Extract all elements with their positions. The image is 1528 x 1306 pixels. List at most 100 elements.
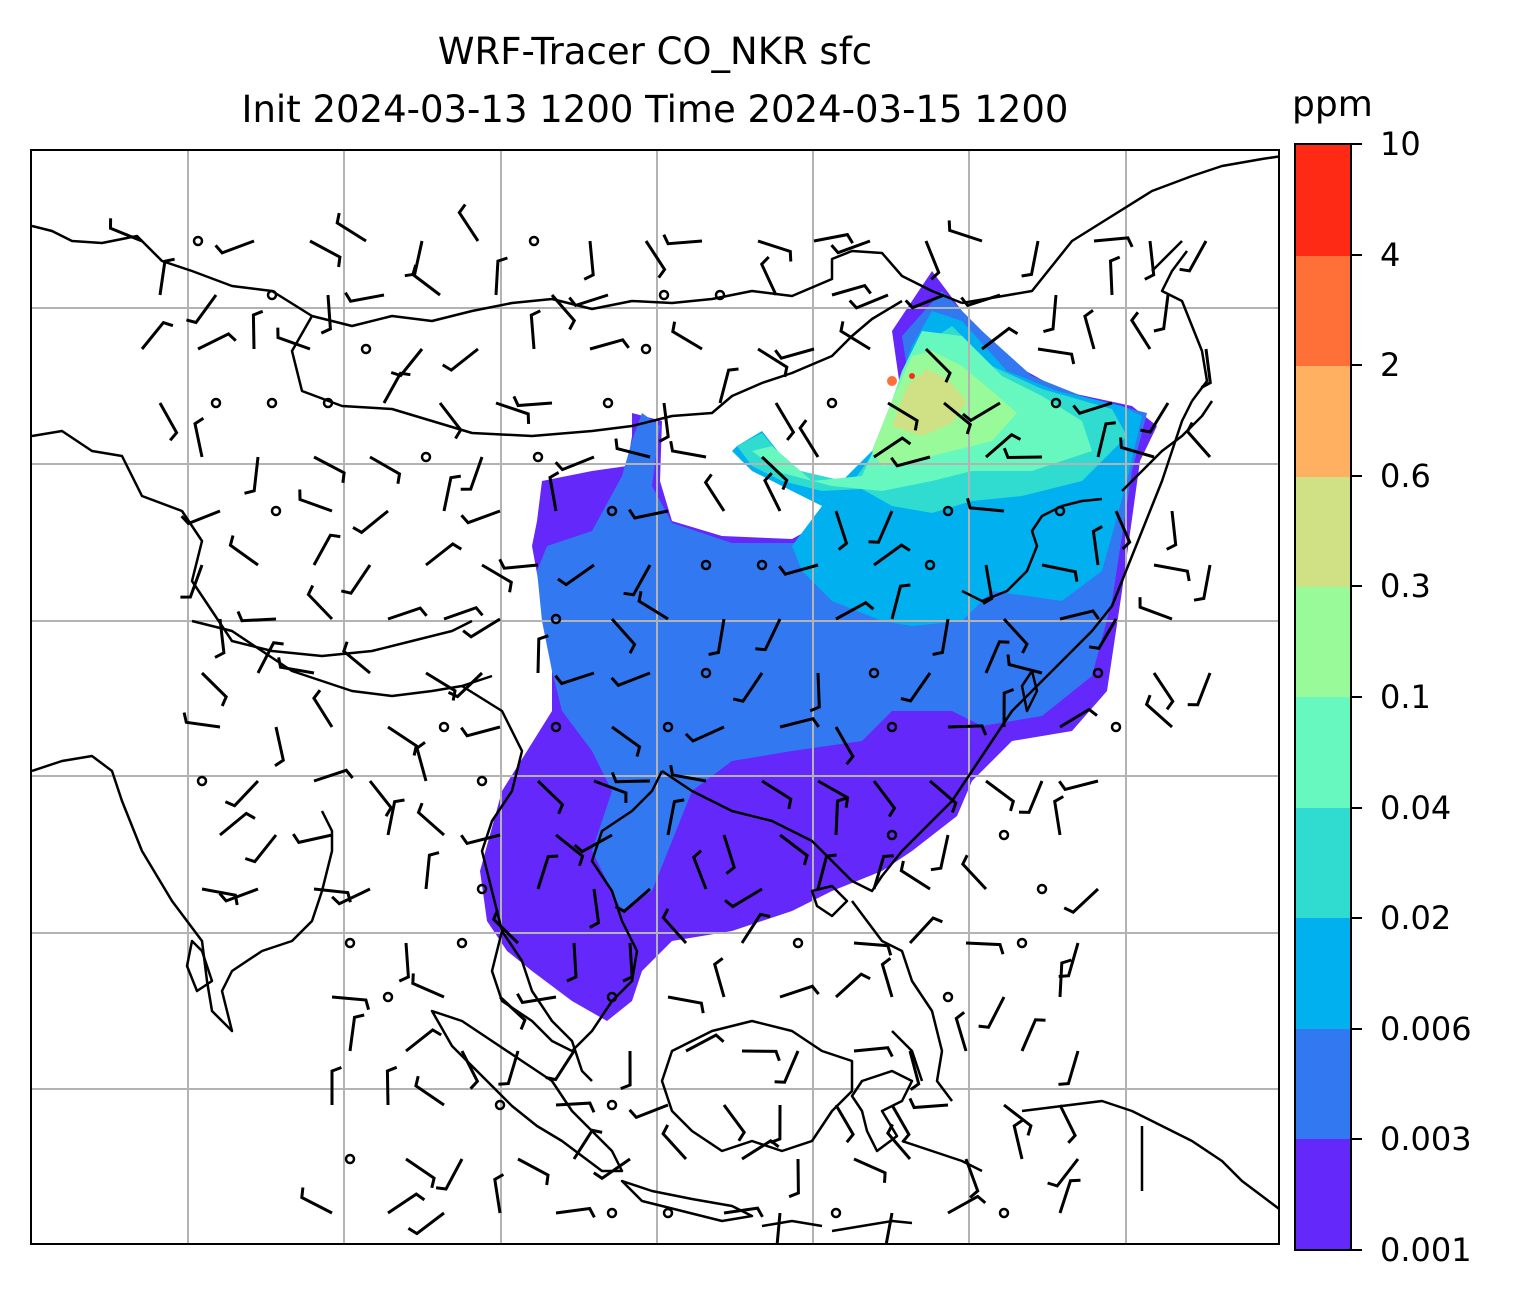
wind-barb xyxy=(405,1028,442,1053)
wind-barb xyxy=(1138,597,1173,621)
sulawesi xyxy=(850,1069,914,1153)
korea-peninsula xyxy=(961,497,1103,603)
hainan xyxy=(810,884,849,918)
wind-barb xyxy=(228,535,259,567)
calm-wind-marker xyxy=(420,451,432,463)
wind-barb xyxy=(218,887,259,903)
wind-barb xyxy=(331,887,371,906)
wind-barb xyxy=(306,584,334,621)
wind-barb xyxy=(982,564,994,605)
wind-barb xyxy=(890,455,931,468)
wind-barb xyxy=(1119,437,1155,459)
wind-barb xyxy=(214,239,255,255)
wind-barb xyxy=(610,771,651,784)
wind-barb xyxy=(809,672,821,713)
colorbar-tick-label: 0.02 xyxy=(1380,899,1452,938)
wind-barb xyxy=(1096,421,1116,458)
wind-barb xyxy=(813,232,854,244)
wind-barb xyxy=(964,1158,980,1199)
wind-barb xyxy=(298,489,333,513)
wind-barb xyxy=(415,741,428,782)
colorbar-band xyxy=(1296,917,1350,1029)
calm-wind-marker xyxy=(528,235,540,247)
colorbar-band xyxy=(1296,697,1350,808)
wind-barb xyxy=(589,338,630,351)
wind-barb xyxy=(703,473,726,512)
calm-wind-marker xyxy=(602,397,614,409)
wind-barb xyxy=(880,957,894,998)
calm-wind-marker xyxy=(494,1099,506,1111)
wind-barb xyxy=(1058,1178,1081,1214)
borneo xyxy=(660,1019,854,1153)
japan xyxy=(1121,240,1214,492)
map-canvas xyxy=(32,151,1278,1243)
wind-barb xyxy=(817,779,850,808)
wind-barb xyxy=(1042,294,1058,334)
wind-barb xyxy=(839,321,871,351)
wind-barb xyxy=(1003,1103,1033,1136)
wind-barb xyxy=(961,401,1001,423)
calm-wind-marker xyxy=(942,991,954,1003)
wind-barb xyxy=(1185,421,1212,458)
wind-barb xyxy=(348,1013,365,1052)
wind-barb xyxy=(908,916,943,945)
wind-barb xyxy=(834,726,855,766)
colorbar-band xyxy=(1296,1028,1350,1140)
calm-wind-marker xyxy=(192,235,204,247)
wind-barb xyxy=(759,255,778,296)
colorbar-tick-label: 0.3 xyxy=(1380,567,1431,606)
wind-barb xyxy=(1041,563,1079,582)
wind-barb xyxy=(1152,672,1175,711)
wind-barb xyxy=(344,291,385,303)
wind-barb xyxy=(1037,347,1076,365)
wind-barb xyxy=(610,618,637,654)
wind-barb xyxy=(788,1158,800,1199)
wind-barb xyxy=(583,240,595,281)
calm-wind-marker xyxy=(924,559,936,571)
wind-barb xyxy=(244,834,278,864)
wind-barb xyxy=(536,779,565,815)
wind-barb xyxy=(529,309,541,350)
calm-wind-marker xyxy=(886,829,898,841)
wind-barb xyxy=(614,438,651,459)
calm-wind-marker xyxy=(998,1207,1010,1219)
wind-barb xyxy=(566,942,578,983)
wind-barb xyxy=(671,321,703,351)
wind-barb xyxy=(622,942,634,983)
wind-barb xyxy=(536,854,559,890)
wind-barb xyxy=(193,417,205,458)
calm-wind-marker xyxy=(270,505,282,517)
map-subtitle: Init 2024-03-13 1200 Time 2024-03-15 120… xyxy=(241,88,1069,131)
wind-barb xyxy=(342,641,371,675)
wind-barb xyxy=(1021,240,1040,278)
colorbar-tick xyxy=(1352,253,1362,256)
wind-barb xyxy=(904,293,945,310)
wind-barb xyxy=(723,1206,764,1218)
wind-barb xyxy=(340,564,372,595)
colorbar-band xyxy=(1296,1138,1350,1249)
wind-barb xyxy=(834,972,871,999)
colorbar-tick xyxy=(1352,1027,1362,1030)
wind-barb xyxy=(614,887,651,914)
wind-barb xyxy=(447,671,484,699)
wind-barb xyxy=(1012,1119,1024,1160)
wind-barb xyxy=(985,779,1016,812)
wind-barb xyxy=(1002,688,1015,728)
calm-wind-marker xyxy=(1036,883,1048,895)
colorbar-tick-label: 2 xyxy=(1380,346,1401,385)
mongolia-border xyxy=(290,299,903,438)
wind-barb xyxy=(1053,795,1065,836)
wind-barb xyxy=(644,240,667,279)
wind-barb xyxy=(1153,563,1191,582)
wind-barb xyxy=(890,583,911,620)
wind-barb xyxy=(978,996,1006,1029)
wind-barb xyxy=(965,941,1005,955)
wind-barb xyxy=(550,294,577,331)
wind-barb xyxy=(1058,779,1099,792)
wind-barb xyxy=(779,716,820,729)
wind-barb xyxy=(908,1097,949,1110)
wind-barb xyxy=(722,834,736,875)
wind-barb xyxy=(774,402,796,441)
calm-wind-marker xyxy=(382,991,394,1003)
wind-barb xyxy=(197,332,237,351)
